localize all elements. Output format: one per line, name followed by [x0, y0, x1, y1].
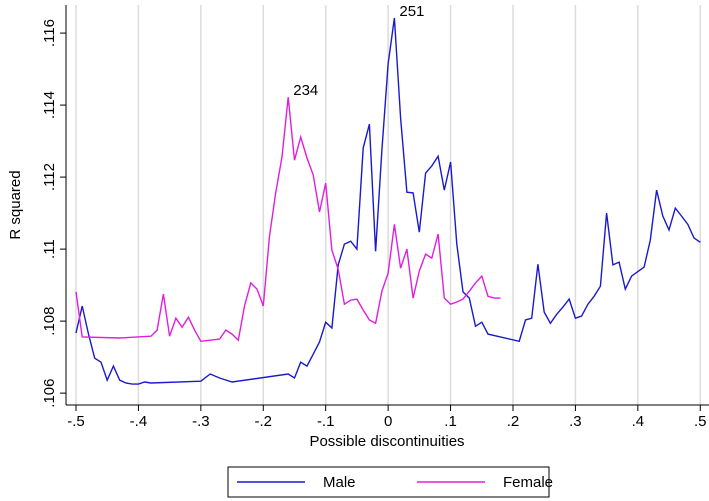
line: [75, 97, 501, 343]
y-tick-label: .112: [41, 163, 58, 191]
legend-label: Male: [323, 474, 356, 491]
x-axis-title: Possible discontinuities: [309, 433, 464, 450]
y-tick-label: .114: [41, 91, 58, 119]
x-tick-label: -.1: [317, 413, 335, 430]
x-tick-label: -.4: [130, 413, 148, 430]
annotation: 251: [399, 3, 424, 20]
x-tick-label: -.2: [255, 413, 273, 430]
legend-label: Female: [503, 474, 553, 491]
x-tick-label: -.3: [192, 413, 210, 430]
x-tick-label: .2: [507, 413, 520, 430]
y-tick-label: .116: [41, 19, 58, 47]
annotation: 234: [293, 82, 318, 99]
y-tick-label: .108: [41, 307, 58, 336]
line: [75, 17, 701, 385]
x-tick-label: .4: [632, 413, 645, 430]
y-tick-label: .106: [41, 379, 58, 408]
x-tick-label: 0: [384, 413, 392, 430]
y-tick-label: .11: [41, 239, 58, 259]
x-tick-label: .3: [569, 413, 582, 430]
x-tick-label: .1: [444, 413, 457, 430]
y-axis-title: R squared: [7, 170, 24, 239]
x-tick-label: .5: [694, 413, 707, 430]
x-tick-label: -.5: [67, 413, 85, 430]
